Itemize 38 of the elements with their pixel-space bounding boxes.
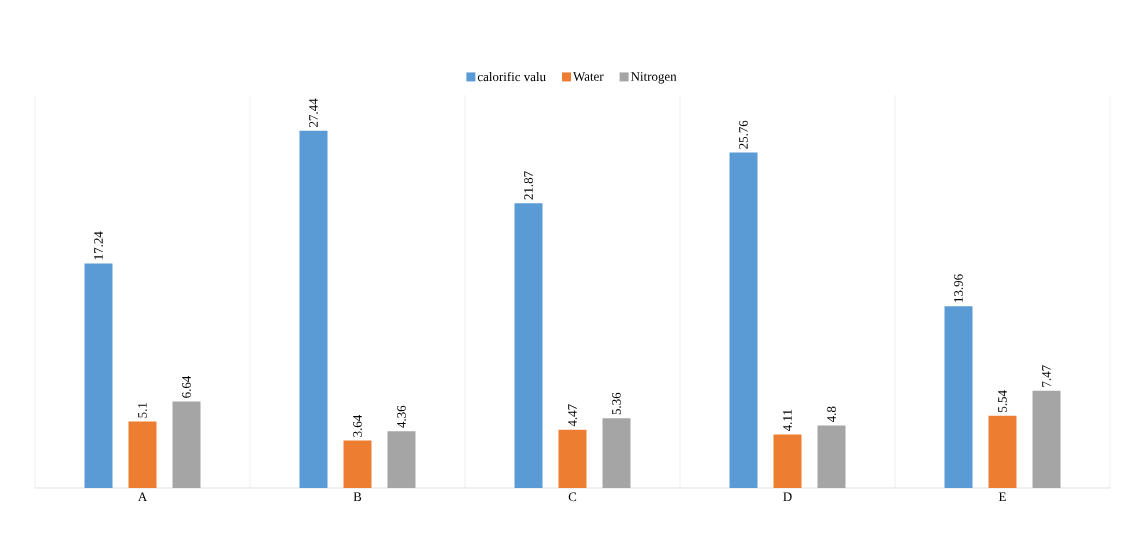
bar <box>944 306 973 488</box>
bar <box>84 263 113 488</box>
bar <box>1032 390 1061 488</box>
data-label: 4.47 <box>568 404 577 427</box>
bar <box>558 429 587 488</box>
data-label: 17.24 <box>94 231 103 260</box>
bar <box>514 203 543 488</box>
data-label: 5.54 <box>998 390 1007 412</box>
data-label: 5.36 <box>612 392 621 415</box>
bar <box>729 152 758 488</box>
x-tick-label: B <box>353 492 362 502</box>
data-label: 13.96 <box>954 274 963 302</box>
legend-label: Nitrogen <box>630 72 677 84</box>
data-label: 21.87 <box>524 171 533 200</box>
bar <box>128 421 157 488</box>
bar <box>299 130 328 488</box>
legend-label: calorific valu <box>477 71 546 82</box>
data-label: 5.1 <box>138 402 147 418</box>
bar <box>817 425 846 488</box>
bar <box>773 434 802 488</box>
x-tick-label: C <box>568 492 577 502</box>
data-label: 3.64 <box>353 414 362 437</box>
data-label: 4.36 <box>397 405 406 428</box>
bar <box>988 415 1017 488</box>
data-label: 4.8 <box>827 406 836 423</box>
bar <box>343 440 372 488</box>
data-label: 7.47 <box>1042 365 1051 387</box>
data-label: 6.64 <box>182 375 191 398</box>
legend-label: Water <box>573 72 604 81</box>
x-tick-label: A <box>137 492 148 502</box>
data-label: 4.11 <box>783 409 792 432</box>
bar <box>172 401 201 488</box>
data-label: 27.44 <box>309 98 318 127</box>
data-label: 25.76 <box>739 120 748 149</box>
x-tick-label: E <box>998 492 1006 501</box>
bar <box>387 431 416 488</box>
bar <box>602 418 631 488</box>
x-tick-label: D <box>783 492 792 502</box>
